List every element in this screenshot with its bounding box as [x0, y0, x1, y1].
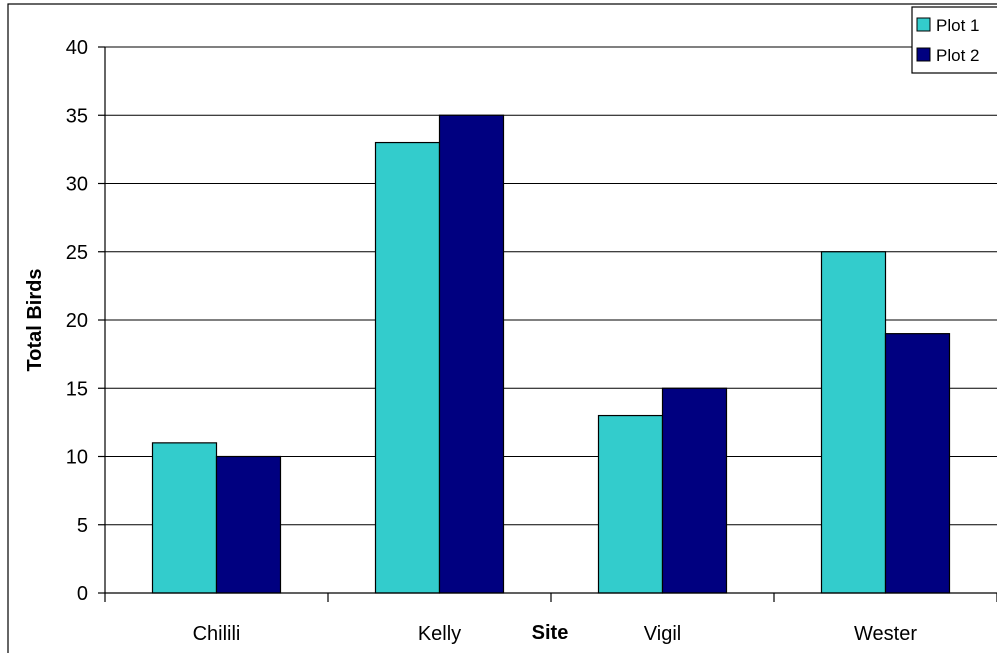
x-category-label: Kelly: [418, 623, 461, 645]
legend-swatch-plot-1: [916, 17, 931, 32]
bar-plot-2-vigil: [661, 387, 728, 594]
legend: Plot 1 Plot 2: [911, 6, 997, 74]
bar-plot-2-wester: [884, 333, 951, 594]
y-tick-label: 40: [66, 37, 88, 59]
bar-plot-1-wester: [820, 251, 887, 594]
y-axis-title: Total Birds: [24, 269, 46, 372]
bar-plot-1-chilili: [151, 442, 218, 594]
x-axis-ticks: Chilili Kelly Vigil Wester: [104, 593, 997, 645]
y-tick-label: 25: [66, 242, 88, 264]
y-tick-label: 30: [66, 174, 88, 196]
y-tick-label: 10: [66, 447, 88, 469]
legend-label-plot-1: Plot 1: [936, 16, 979, 35]
x-category-label: Wester: [854, 623, 917, 645]
legend-swatch-plot-2: [916, 47, 931, 62]
x-category-label: Vigil: [644, 623, 681, 645]
y-tick-label: 20: [66, 310, 88, 332]
y-tick-label: 0: [77, 583, 88, 605]
x-category-label: Chilili: [193, 623, 241, 645]
y-tick-label: 35: [66, 105, 88, 127]
bar-plot-1-vigil: [597, 414, 664, 594]
x-axis-title: Site: [532, 622, 569, 644]
y-tick-label: 15: [66, 378, 88, 400]
legend-label-plot-2: Plot 2: [936, 46, 979, 65]
bar-plot-2-kelly: [438, 114, 505, 594]
bar-plot-2-chilili: [215, 455, 282, 594]
bars: [151, 114, 951, 594]
y-tick-label: 5: [77, 515, 88, 537]
bar-plot-1-kelly: [374, 141, 441, 594]
y-axis-ticks: 0 5 10 15 20 25 30 35 40: [66, 37, 105, 605]
